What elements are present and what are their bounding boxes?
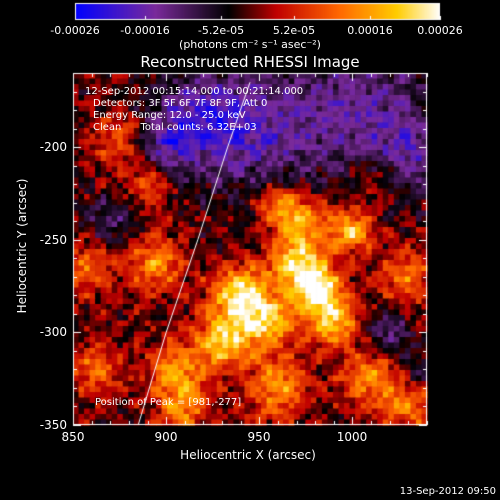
- x-tick-label: 950: [247, 430, 271, 444]
- y-tick-label: -200: [39, 140, 67, 154]
- x-axis-label: Heliocentric X (arcsec): [180, 448, 316, 462]
- annotation-method: Clean Total counts: 6.32E+03: [93, 122, 257, 133]
- y-axis-label: Heliocentric Y (arcsec): [15, 178, 29, 314]
- annotation-energy-range: Energy Range: 12.0 - 25.0 keV: [93, 110, 246, 121]
- annotation-detectors: Detectors: 3F 5F 6F 7F 8F 9F, Att 0: [93, 98, 268, 109]
- y-tick-label: -250: [39, 233, 67, 247]
- x-tick-label: 900: [154, 430, 178, 444]
- x-tick-label: 1000: [336, 430, 368, 444]
- chart-title: Reconstructed RHESSI Image: [140, 53, 360, 71]
- footer-timestamp: 13-Sep-2012 09:50: [399, 486, 496, 497]
- colorbar-tick-label: 0.00026: [417, 24, 463, 37]
- x-tick-label: 850: [61, 430, 85, 444]
- colorbar-tick-label: -5.2e-05: [197, 24, 245, 37]
- colorbar-tick-label: -0.00016: [120, 24, 170, 37]
- colorbar-tick-label: 0.00016: [347, 24, 393, 37]
- annotation-time-range: 12-Sep-2012 00:15:14.000 to 00:21:14.000: [85, 86, 304, 97]
- y-tick-label: -350: [39, 418, 67, 432]
- colorbar-tick-label: 5.2e-05: [272, 24, 316, 37]
- colorbar-units-label: (photons cm⁻² s⁻¹ asec⁻²): [179, 38, 321, 51]
- annotation-peak-position: Position of Peak = [981,-277]: [95, 397, 242, 408]
- colorbar-tick-label: -0.00026: [50, 24, 100, 37]
- y-tick-label: -300: [39, 325, 67, 339]
